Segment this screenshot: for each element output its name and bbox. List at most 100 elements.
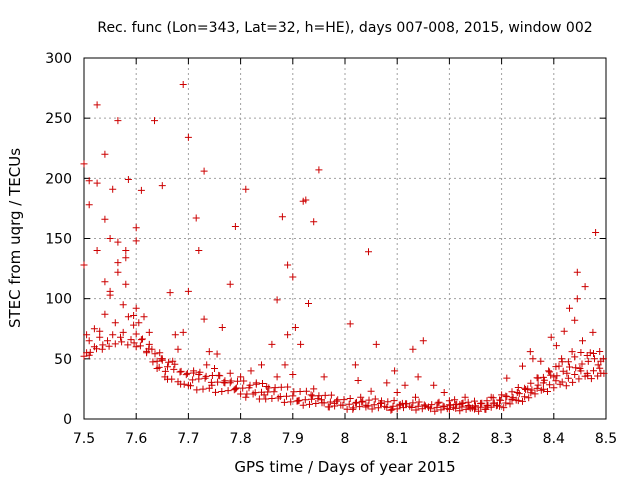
data-point [114,117,122,125]
chart-title: Rec. func (Lon=343, Lat=32, h=HE), days … [97,20,592,36]
data-point [205,384,213,392]
data-point [182,371,190,379]
data-point [302,196,310,204]
data-point [179,328,187,336]
data-point [246,381,254,389]
data-point [563,369,571,377]
data-point [365,396,373,404]
data-point [251,389,259,397]
data-point [583,369,591,377]
data-point [101,215,109,223]
data-point [315,166,323,174]
data-point [550,373,558,381]
y-tick-label: 0 [63,412,72,428]
data-point [96,333,104,341]
data-point [419,337,427,345]
data-point [544,388,551,395]
data-point [471,405,478,413]
data-point [367,387,375,395]
data-point [187,382,194,390]
data-point [137,336,145,344]
data-point [534,381,542,389]
data-point [240,377,248,385]
data-point [189,376,197,384]
data-point [239,384,247,392]
data-point [127,336,135,344]
data-point [412,406,420,414]
data-point [80,352,88,360]
data-point [106,291,114,299]
data-point [440,389,448,396]
data-point [583,352,591,359]
data-point [310,218,318,226]
data-point [326,398,334,406]
data-point [464,398,472,406]
data-point [130,321,138,329]
data-point [393,405,401,413]
data-point [600,369,608,377]
data-point [533,374,541,382]
data-point [218,324,226,331]
data-point [546,381,554,389]
data-point [433,403,441,411]
data-point [281,361,289,369]
data-point [415,398,423,406]
x-tick-label: 7.8 [229,431,251,447]
data-point [176,368,184,376]
data-point [268,340,276,348]
data-point [180,380,188,388]
data-point [558,378,566,386]
data-point [296,388,304,395]
data-point [371,395,379,403]
data-point [508,388,516,396]
data-point [484,402,492,410]
data-point [519,397,526,405]
data-point [247,367,255,375]
data-point [339,401,347,409]
data-point [145,328,153,336]
data-point [579,337,586,345]
data-points [80,81,608,415]
data-point [258,388,265,396]
data-point [93,345,100,353]
data-point [340,396,348,404]
data-point [409,345,417,353]
data-point [306,400,313,408]
data-point [234,377,241,385]
data-point [243,390,251,398]
data-point [124,313,132,321]
data-point [137,186,145,194]
data-point [581,283,589,291]
data-point [287,398,295,406]
data-point [277,383,285,391]
data-point [349,404,357,412]
data-point [569,378,577,386]
data-point [489,394,497,402]
data-point [594,372,602,380]
data-point [435,398,443,406]
data-point [346,395,354,402]
data-point [539,373,547,381]
data-point [284,383,292,391]
x-tick-label: 7.5 [73,431,95,447]
data-point [201,374,209,382]
data-point [312,400,320,407]
data-point [378,399,385,407]
data-point [171,360,179,368]
data-point [96,327,104,335]
data-point [393,389,401,396]
data-point [446,401,454,409]
data-point [145,345,153,353]
data-point [558,358,566,366]
data-point [184,133,192,141]
data-point [226,369,234,377]
data-point [215,371,223,379]
data-point [276,393,284,400]
data-point [130,339,138,347]
data-point [539,385,547,393]
data-point [273,296,281,304]
data-point [158,356,166,364]
data-point [437,406,445,414]
data-point [166,289,174,297]
data-point [578,360,586,368]
